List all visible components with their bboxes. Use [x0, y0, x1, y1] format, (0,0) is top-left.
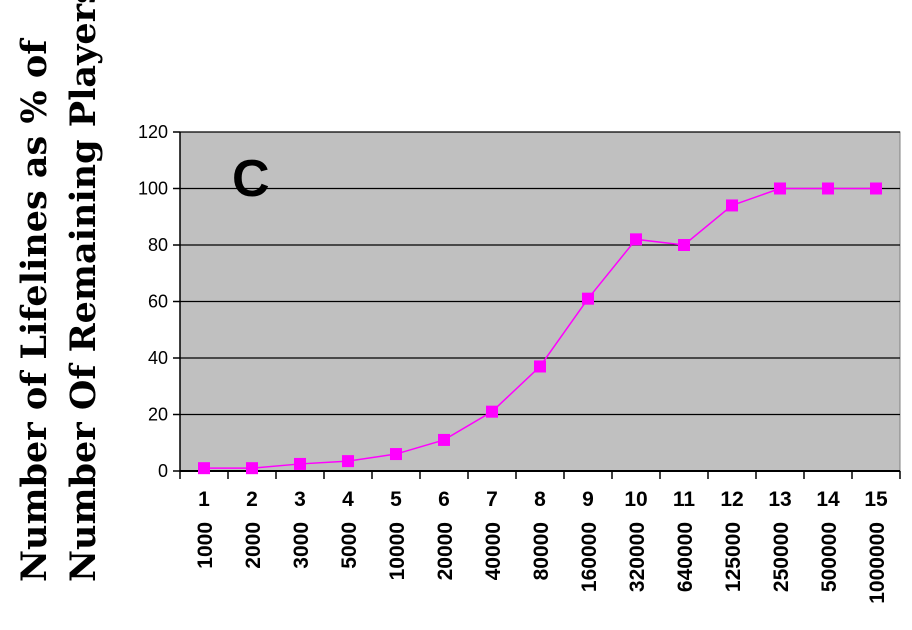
data-point [246, 462, 258, 475]
x-amount-label: 80000 [530, 522, 553, 580]
data-point [582, 292, 594, 305]
x-amount-label: 160000 [578, 522, 601, 592]
x-tick-label: 1 [198, 488, 210, 511]
x-amount-label: 3000 [290, 522, 313, 569]
gridlines [180, 131, 900, 416]
data-point [870, 182, 882, 195]
y-tick-label: 60 [148, 292, 168, 312]
x-amount-label: 10000 [386, 522, 409, 580]
x-tick-label: 13 [768, 488, 791, 511]
x-amount-label: 640000 [674, 522, 697, 592]
data-point [678, 239, 690, 251]
y-tick-label: 20 [148, 405, 168, 425]
data-point [486, 405, 498, 418]
x-amount-label: 250000 [770, 522, 793, 592]
x-amount-label: 500000 [818, 522, 841, 592]
x-tick-label: 12 [720, 488, 743, 511]
data-point [342, 455, 354, 468]
x-tick-label: 11 [673, 488, 696, 511]
x-amount-label: 40000 [482, 522, 505, 580]
y-tick-label: 80 [148, 235, 168, 255]
x-amount-label: 125000 [722, 522, 745, 592]
x-tick-label: 10 [624, 488, 647, 511]
x-tick-label: 2 [246, 488, 258, 511]
x-tick-label: 14 [816, 488, 840, 511]
y-axis-label-line2: Number Of Remaining Players [63, 0, 104, 582]
data-point [726, 199, 738, 212]
x-amount-label: 2000 [242, 522, 265, 569]
data-point [198, 462, 210, 475]
x-amount-label: 1000000 [866, 522, 889, 604]
data-point [822, 182, 834, 195]
y-tick-label: 0 [158, 461, 168, 481]
x-tick-label: 6 [438, 488, 450, 511]
x-tick-label: 8 [534, 488, 546, 511]
data-point [774, 182, 786, 195]
x-tick-label: 4 [342, 488, 354, 511]
x-tick-label: 7 [486, 488, 498, 511]
data-point [534, 360, 546, 373]
series-lifelines [198, 182, 882, 475]
x-amount-label: 1000 [194, 522, 217, 569]
x-tick-label: 15 [864, 488, 888, 511]
data-point [294, 457, 306, 470]
y-tick-label: 120 [138, 122, 168, 142]
y-tick-label: 100 [138, 179, 168, 199]
x-amount-label: 320000 [626, 522, 649, 592]
x-tick-label: 5 [390, 488, 402, 511]
data-point [438, 433, 450, 446]
x-amount-label: 20000 [434, 522, 457, 580]
data-point [630, 233, 642, 246]
data-point [390, 448, 402, 461]
x-tick-label: 9 [582, 488, 594, 511]
x-amount-label: 5000 [338, 522, 361, 569]
x-tick-label: 3 [294, 488, 306, 511]
y-tick-label: 40 [148, 348, 168, 368]
y-axis-ticks: 0 20 40 60 80 100 120 [138, 122, 180, 481]
y-axis-label-line1: Number of Lifelines as % of [14, 38, 55, 582]
panel-label: C [232, 150, 270, 208]
